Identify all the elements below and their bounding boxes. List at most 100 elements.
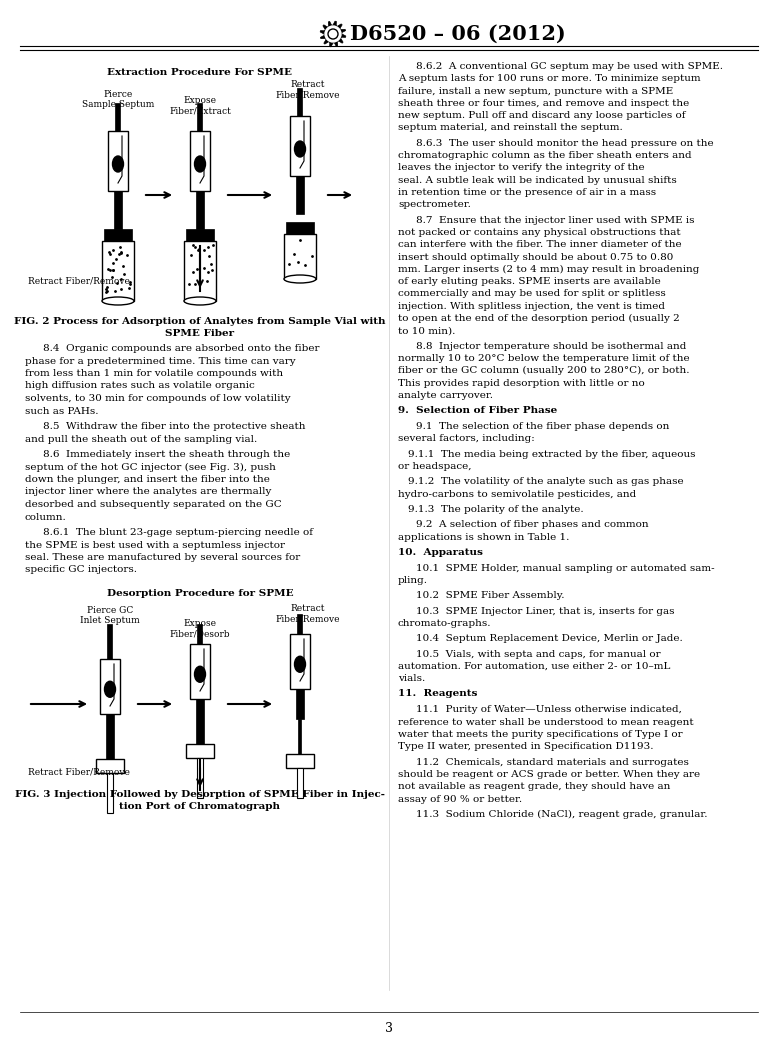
Bar xyxy=(107,773,113,813)
Text: of early eluting peaks. SPME inserts are available: of early eluting peaks. SPME inserts are… xyxy=(398,277,661,286)
Text: analyte carryover.: analyte carryover. xyxy=(398,390,493,400)
Text: 10.1  SPME Holder, manual sampling or automated sam-: 10.1 SPME Holder, manual sampling or aut… xyxy=(416,564,715,573)
Text: to open at the end of the desorption period (usually 2: to open at the end of the desorption per… xyxy=(398,314,680,323)
Text: injector liner where the analytes are thermally: injector liner where the analytes are th… xyxy=(25,487,272,497)
Text: 3: 3 xyxy=(385,1021,393,1035)
Text: reference to water shall be understood to mean reagent: reference to water shall be understood t… xyxy=(398,718,694,727)
Bar xyxy=(106,714,114,759)
Ellipse shape xyxy=(113,156,124,172)
Text: vials.: vials. xyxy=(398,675,426,683)
Text: This provides rapid desorption with little or no: This provides rapid desorption with litt… xyxy=(398,379,645,387)
Bar xyxy=(196,699,204,744)
Text: D6520 – 06 (2012): D6520 – 06 (2012) xyxy=(350,24,566,44)
Bar xyxy=(296,176,304,214)
Bar xyxy=(196,191,204,229)
Bar xyxy=(108,131,128,191)
Text: Expose
Fiber/Desorb: Expose Fiber/Desorb xyxy=(170,619,230,638)
Text: from less than 1 min for volatile compounds with: from less than 1 min for volatile compou… xyxy=(25,369,283,378)
Bar xyxy=(286,754,314,768)
Text: SPME Fiber: SPME Fiber xyxy=(166,329,234,338)
Text: Retract
Fiber/Remove: Retract Fiber/Remove xyxy=(275,604,340,624)
Text: chromato-graphs.: chromato-graphs. xyxy=(398,619,492,628)
Text: phase for a predetermined time. This time can vary: phase for a predetermined time. This tim… xyxy=(25,356,296,365)
Bar xyxy=(96,759,124,773)
Bar xyxy=(296,689,304,719)
Bar xyxy=(190,644,210,699)
Text: applications is shown in Table 1.: applications is shown in Table 1. xyxy=(398,533,569,541)
Text: Pierce GC
Inlet Septum: Pierce GC Inlet Septum xyxy=(80,606,140,626)
Text: desorbed and subsequently separated on the GC: desorbed and subsequently separated on t… xyxy=(25,500,282,509)
Text: in retention time or the presence of air in a mass: in retention time or the presence of air… xyxy=(398,188,656,197)
Text: not packed or contains any physical obstructions that: not packed or contains any physical obst… xyxy=(398,228,681,237)
Bar xyxy=(186,744,214,758)
Text: 10.2  SPME Fiber Assembly.: 10.2 SPME Fiber Assembly. xyxy=(416,591,565,601)
Text: such as PAHs.: such as PAHs. xyxy=(25,406,99,415)
Text: 8.7  Ensure that the injector liner used with SPME is: 8.7 Ensure that the injector liner used … xyxy=(416,215,695,225)
Text: several factors, including:: several factors, including: xyxy=(398,434,534,443)
Bar xyxy=(102,242,134,301)
Bar xyxy=(100,659,120,714)
Ellipse shape xyxy=(194,156,205,172)
Text: high diffusion rates such as volatile organic: high diffusion rates such as volatile or… xyxy=(25,381,254,390)
Text: 9.  Selection of Fiber Phase: 9. Selection of Fiber Phase xyxy=(398,406,557,415)
Text: 11.  Reagents: 11. Reagents xyxy=(398,689,478,699)
Text: tion Port of Chromatograph: tion Port of Chromatograph xyxy=(120,802,281,811)
Text: 8.5  Withdraw the fiber into the protective sheath: 8.5 Withdraw the fiber into the protecti… xyxy=(43,422,306,431)
Text: 8.8  Injector temperature should be isothermal and: 8.8 Injector temperature should be isoth… xyxy=(416,341,686,351)
Bar xyxy=(107,624,113,659)
Text: Retract
Fiber/Remove: Retract Fiber/Remove xyxy=(275,80,340,99)
Text: 10.5  Vials, with septa and caps, for manual or: 10.5 Vials, with septa and caps, for man… xyxy=(416,650,661,659)
Text: septum material, and reinstall the septum.: septum material, and reinstall the septu… xyxy=(398,124,622,132)
Bar xyxy=(115,103,121,131)
Polygon shape xyxy=(321,21,346,47)
Text: 8.6  Immediately insert the sheath through the: 8.6 Immediately insert the sheath throug… xyxy=(43,450,290,459)
Bar xyxy=(297,768,303,798)
Text: column.: column. xyxy=(25,512,67,522)
Text: chromatographic column as the fiber sheath enters and: chromatographic column as the fiber shea… xyxy=(398,151,692,160)
Text: Pierce
Sample Septum: Pierce Sample Septum xyxy=(82,90,154,109)
Bar xyxy=(186,229,214,242)
Bar xyxy=(290,116,310,176)
Bar xyxy=(114,191,122,229)
Text: 9.1.1  The media being extracted by the fiber, aqueous: 9.1.1 The media being extracted by the f… xyxy=(408,450,696,459)
Text: assay of 90 % or better.: assay of 90 % or better. xyxy=(398,794,522,804)
Text: 10.3  SPME Injector Liner, that is, inserts for gas: 10.3 SPME Injector Liner, that is, inser… xyxy=(416,607,675,615)
Bar xyxy=(184,242,216,301)
Ellipse shape xyxy=(284,275,316,283)
Text: seal. These are manufactured by several sources for: seal. These are manufactured by several … xyxy=(25,553,300,562)
Text: 9.1.3  The polarity of the analyte.: 9.1.3 The polarity of the analyte. xyxy=(408,505,584,514)
Ellipse shape xyxy=(184,297,216,305)
Text: Expose
Fiber/Extract: Expose Fiber/Extract xyxy=(169,96,231,116)
Text: FIG. 2 Process for Adsorption of Analytes from Sample Vial with: FIG. 2 Process for Adsorption of Analyte… xyxy=(14,318,386,326)
Text: pling.: pling. xyxy=(398,576,428,585)
Text: 8.6.1  The blunt 23-gage septum-piercing needle of: 8.6.1 The blunt 23-gage septum-piercing … xyxy=(43,528,313,537)
Bar xyxy=(299,719,302,754)
Bar xyxy=(297,88,303,116)
Ellipse shape xyxy=(102,297,134,305)
Text: or headspace,: or headspace, xyxy=(398,462,471,471)
Bar xyxy=(284,234,316,279)
Text: fiber or the GC column (usually 200 to 280°C), or both.: fiber or the GC column (usually 200 to 2… xyxy=(398,366,689,376)
Bar xyxy=(198,624,202,644)
Text: sheath three or four times, and remove and inspect the: sheath three or four times, and remove a… xyxy=(398,99,689,108)
Text: 8.4  Organic compounds are absorbed onto the fiber: 8.4 Organic compounds are absorbed onto … xyxy=(43,344,320,353)
Text: 11.2  Chemicals, standard materials and surrogates: 11.2 Chemicals, standard materials and s… xyxy=(416,758,689,767)
Text: 10.4  Septum Replacement Device, Merlin or Jade.: 10.4 Septum Replacement Device, Merlin o… xyxy=(416,634,683,643)
Text: mm. Larger inserts (2 to 4 mm) may result in broadening: mm. Larger inserts (2 to 4 mm) may resul… xyxy=(398,264,699,274)
Text: failure, install a new septum, puncture with a SPME: failure, install a new septum, puncture … xyxy=(398,86,673,96)
Ellipse shape xyxy=(295,656,306,672)
Text: and pull the sheath out of the sampling vial.: and pull the sheath out of the sampling … xyxy=(25,434,258,443)
Text: septum of the hot GC injector (see Fig. 3), push: septum of the hot GC injector (see Fig. … xyxy=(25,462,276,472)
Text: specific GC injectors.: specific GC injectors. xyxy=(25,565,137,575)
Ellipse shape xyxy=(295,141,306,157)
Bar xyxy=(190,131,210,191)
Text: 10.  Apparatus: 10. Apparatus xyxy=(398,548,483,557)
Bar xyxy=(286,222,314,234)
Text: insert should optimally should be about 0.75 to 0.80: insert should optimally should be about … xyxy=(398,253,674,261)
Text: the SPME is best used with a septumless injector: the SPME is best used with a septumless … xyxy=(25,540,285,550)
Text: automation. For automation, use either 2- or 10–mL: automation. For automation, use either 2… xyxy=(398,662,671,670)
Text: Extraction Procedure For SPME: Extraction Procedure For SPME xyxy=(107,68,293,77)
Bar xyxy=(197,758,203,798)
Bar xyxy=(104,229,132,242)
Text: injection. With splitless injection, the vent is timed: injection. With splitless injection, the… xyxy=(398,302,665,310)
